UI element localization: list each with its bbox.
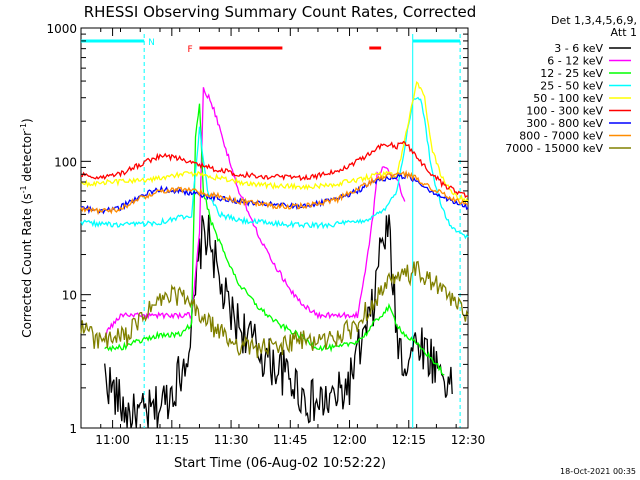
series-line xyxy=(104,214,453,429)
legend-label: 25 - 50 keV xyxy=(540,80,603,93)
series-line xyxy=(80,260,469,359)
date-footer: 18-Oct-2021 00:35 xyxy=(560,467,636,476)
y-axis-label: Corrected Count Rate (s-1 detector-1) xyxy=(19,118,34,337)
series-line xyxy=(80,169,469,216)
legend-label: 3 - 6 keV xyxy=(554,42,603,55)
x-tick-label: 11:30 xyxy=(214,433,249,447)
y-tick-label: 1 xyxy=(69,422,77,436)
legend-label: 50 - 100 keV xyxy=(533,92,603,105)
x-tick-label: 11:45 xyxy=(273,433,308,447)
series-line xyxy=(80,172,469,215)
legend-label: 7000 - 15000 keV xyxy=(505,142,603,155)
series-line xyxy=(80,81,469,205)
x-tick-label: 12:30 xyxy=(451,433,486,447)
series-line xyxy=(80,140,469,199)
x-tick-label: 11:15 xyxy=(155,433,190,447)
segment-label: N xyxy=(148,38,155,48)
y-tick-label: 100 xyxy=(54,155,77,169)
chart-title: RHESSI Observing Summary Count Rates, Co… xyxy=(84,3,477,21)
x-axis-label: Start Time (06-Aug-02 10:52:22) xyxy=(174,456,386,471)
y-tick-label: 10 xyxy=(62,289,77,303)
series-line xyxy=(104,87,406,338)
y-tick-label: 1000 xyxy=(46,22,77,36)
series-line xyxy=(104,103,445,376)
legend-header: Det 1,3,4,5,6,9, xyxy=(551,14,637,27)
legend-header: Att 1 xyxy=(611,26,637,39)
legend-label: 800 - 7000 keV xyxy=(519,130,603,143)
segment-label: F xyxy=(187,45,192,55)
legend-label: 6 - 12 keV xyxy=(547,55,603,68)
series-line xyxy=(80,96,469,240)
legend-label: 12 - 25 keV xyxy=(540,67,603,80)
x-tick-label: 12:00 xyxy=(332,433,367,447)
legend-label: 300 - 800 keV xyxy=(526,117,603,130)
plot-series xyxy=(80,81,469,429)
x-tick-label: 12:15 xyxy=(391,433,426,447)
axes: 11:00 11:15 11:30 11:45 12:00 12:15 12:30 1 10 10… xyxy=(46,22,485,447)
legend-label: 100 - 300 keV xyxy=(526,105,603,118)
x-tick-label: 11:00 xyxy=(95,433,130,447)
plot-frame xyxy=(80,27,469,429)
